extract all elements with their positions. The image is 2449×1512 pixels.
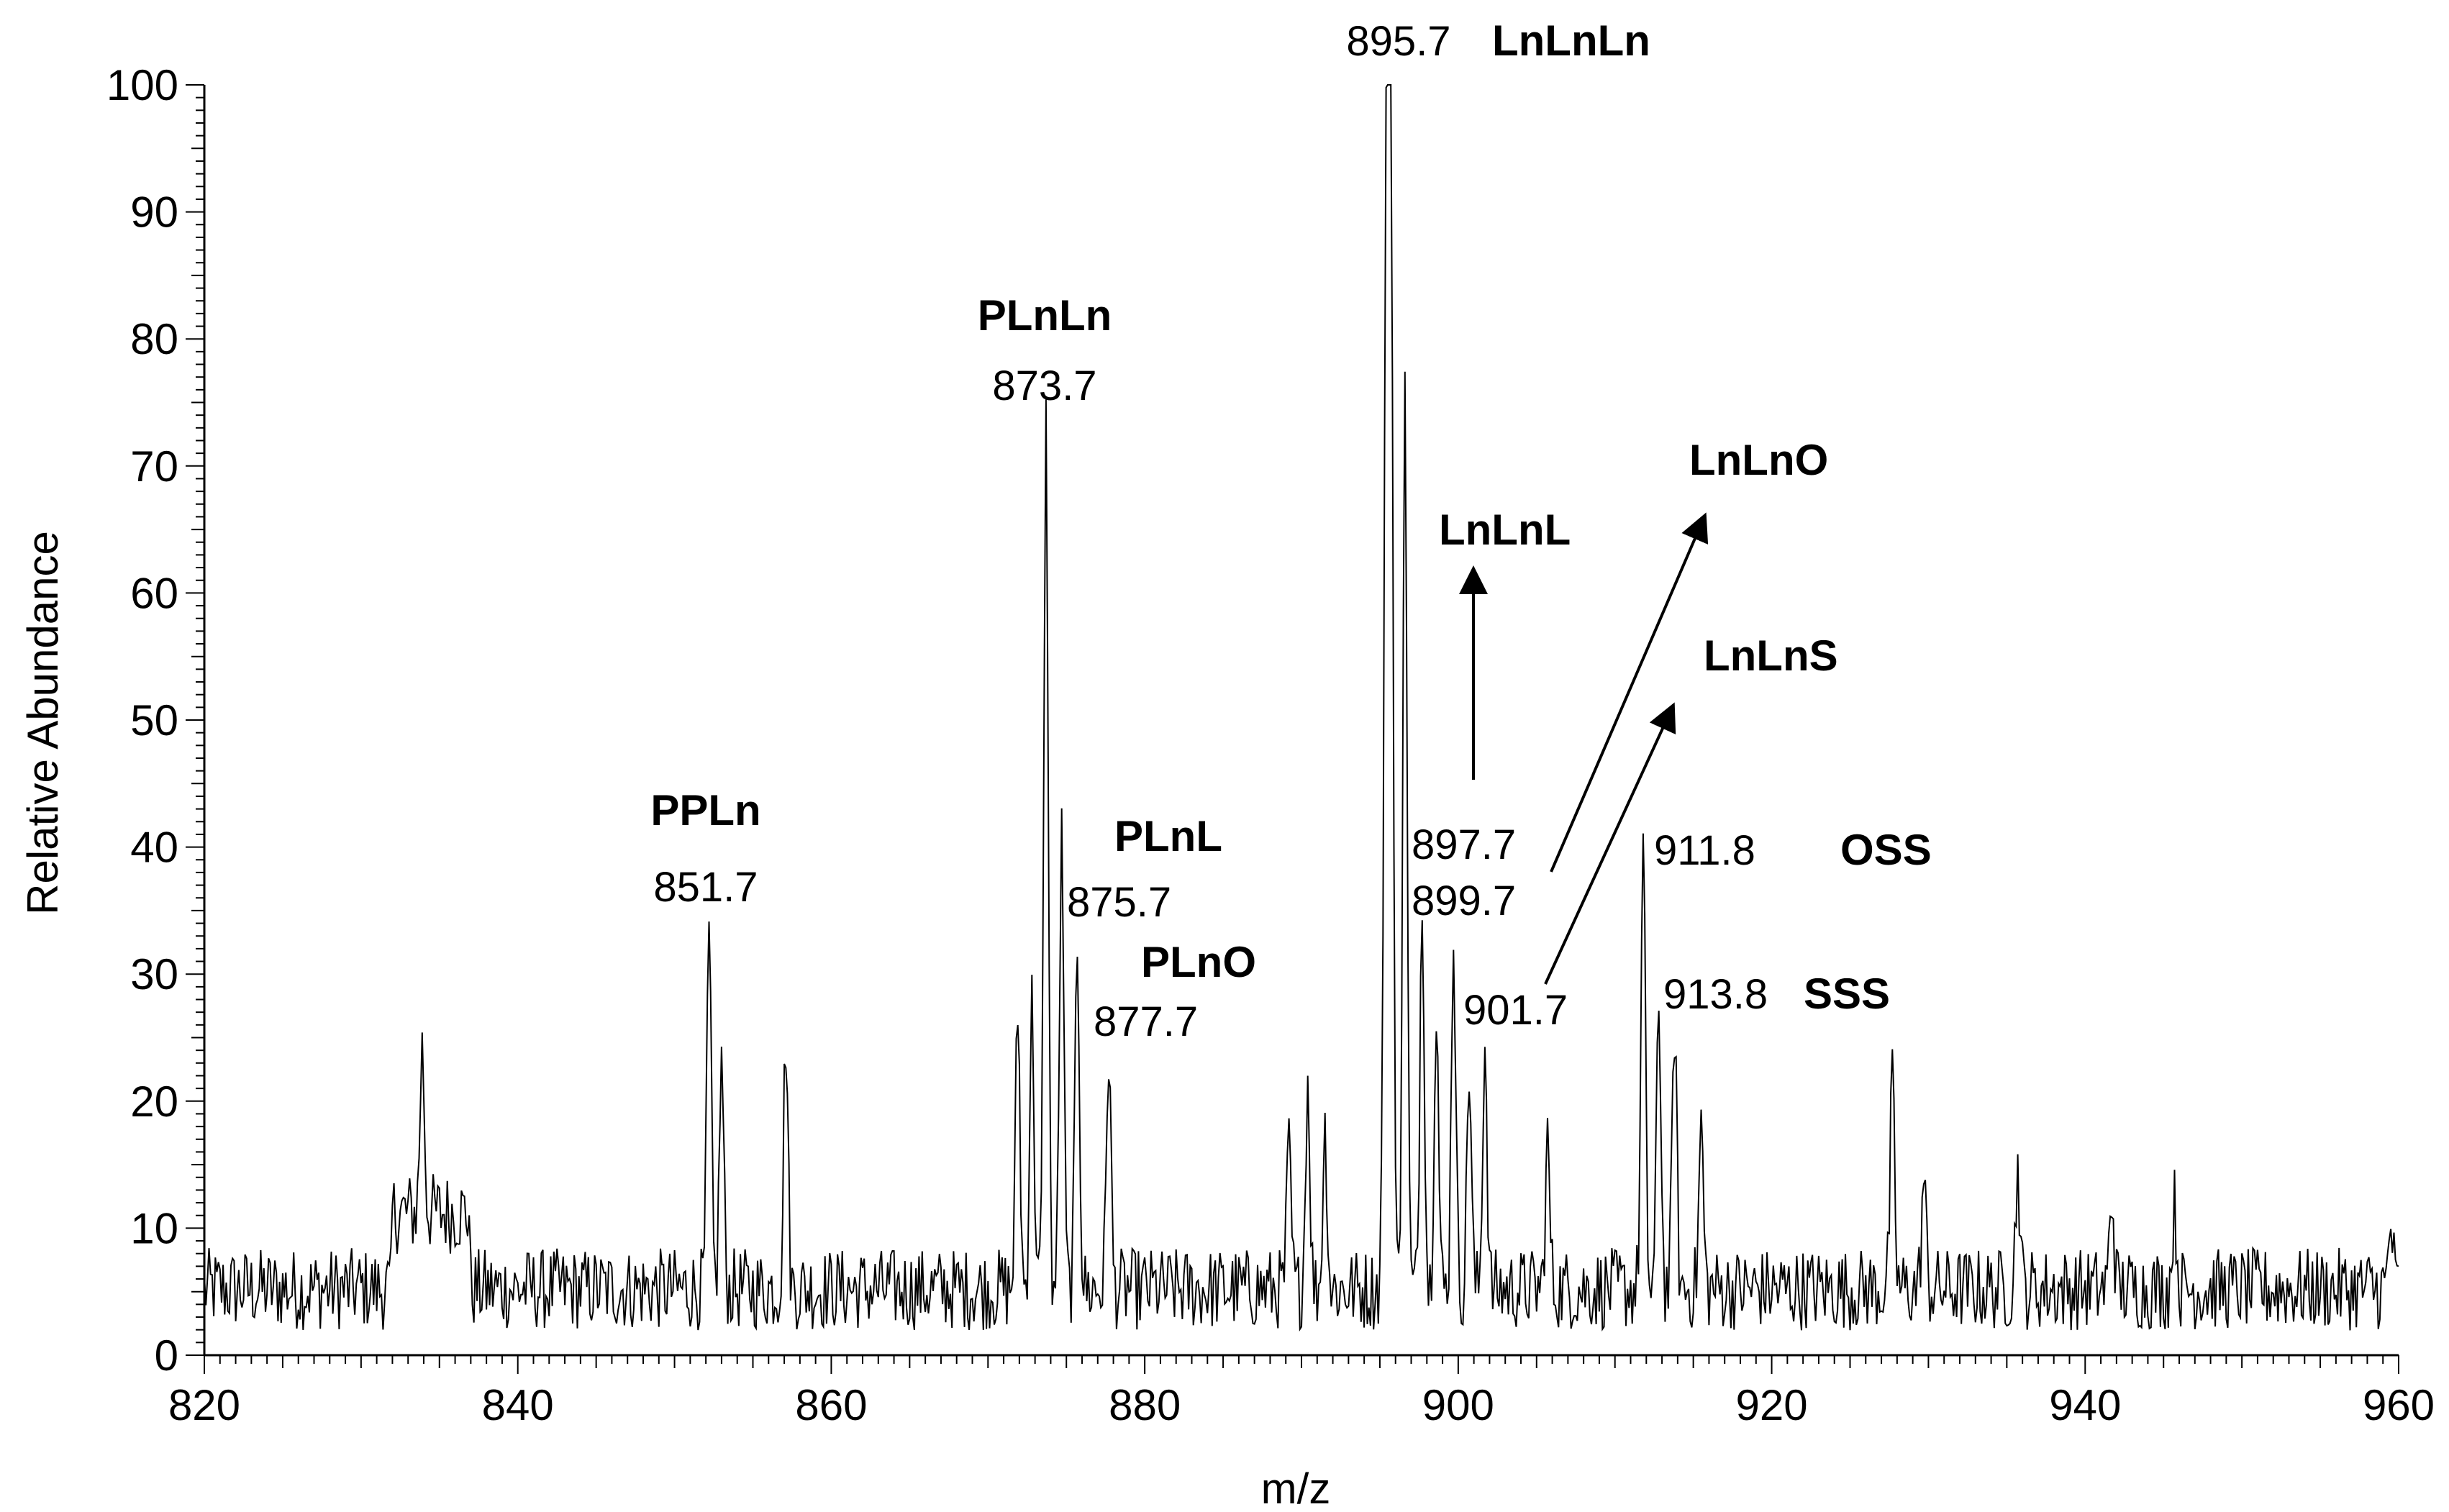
spectrum-trace-group	[204, 84, 2399, 1332]
annotations-group: 851.7 PPLn 873.7 PLnLn 875.7 PLnL 877.7 PLnO 895…	[650, 17, 1931, 1045]
peak-mz-label: 911.8	[1654, 827, 1755, 874]
y-tick-label: 90	[130, 188, 178, 237]
annotation-arrow	[1550, 512, 1709, 873]
y-tick-label: 30	[130, 950, 178, 998]
spectrum-line	[204, 84, 2399, 1332]
y-tick-label: 40	[130, 824, 178, 872]
x-tick-label: 860	[795, 1381, 867, 1429]
y-tick-label: 70	[130, 442, 178, 491]
peak-compound-label: PLnLn	[978, 291, 1112, 340]
y-axis-title: Relative Abundance	[19, 531, 67, 915]
peak-compound-label: OSS	[1840, 826, 1932, 874]
x-tick-label: 900	[1422, 1381, 1494, 1429]
peak-compound-label: LnLnO	[1689, 436, 1828, 484]
peak-compound-label: PLnL	[1114, 812, 1222, 860]
y-tick-label: 60	[130, 569, 178, 617]
peak-mz-label: 851.7	[653, 864, 758, 911]
y-tick-label: 20	[130, 1078, 178, 1126]
y-tick-label: 50	[130, 696, 178, 744]
x-tick-label: 940	[2049, 1381, 2121, 1429]
y-tick-label: 80	[130, 315, 178, 363]
axes-group: 0 10 20 30 40 50 60 70 80 90 100 820 840 860 880 900 920…	[106, 61, 2435, 1429]
x-tick-label: 820	[168, 1381, 240, 1429]
peak-compound-label: LnLnL	[1439, 506, 1571, 554]
peak-mz-label: 899.7	[1412, 878, 1516, 924]
x-tick-label: 960	[2363, 1381, 2435, 1429]
peak-compound-label: PLnO	[1141, 938, 1256, 986]
peak-mz-label: 901.7	[1463, 987, 1568, 1034]
peak-compound-label: LnLnLn	[1492, 17, 1650, 65]
x-tick-label: 880	[1109, 1381, 1181, 1429]
x-axis-title: m/z	[1261, 1465, 1331, 1512]
peak-mz-label: 913.8	[1663, 971, 1768, 1018]
peak-mz-label: 875.7	[1067, 879, 1171, 926]
y-tick-label: 10	[130, 1204, 178, 1252]
y-tick-label: 0	[155, 1331, 178, 1380]
peak-compound-label: SSS	[1804, 970, 1890, 1018]
x-tick-label: 840	[482, 1381, 554, 1429]
peak-compound-label: LnLnS	[1704, 632, 1838, 680]
peak-mz-label: 895.7	[1346, 18, 1450, 65]
y-tick-label: 100	[106, 61, 178, 109]
peak-compound-label: PPLn	[650, 786, 760, 834]
peak-mz-label: 877.7	[1094, 998, 1198, 1045]
annotation-arrow	[1544, 702, 1676, 985]
peak-mz-label: 897.7	[1412, 821, 1516, 868]
peak-mz-label: 873.7	[992, 363, 1096, 409]
x-tick-label: 920	[1736, 1381, 1808, 1429]
